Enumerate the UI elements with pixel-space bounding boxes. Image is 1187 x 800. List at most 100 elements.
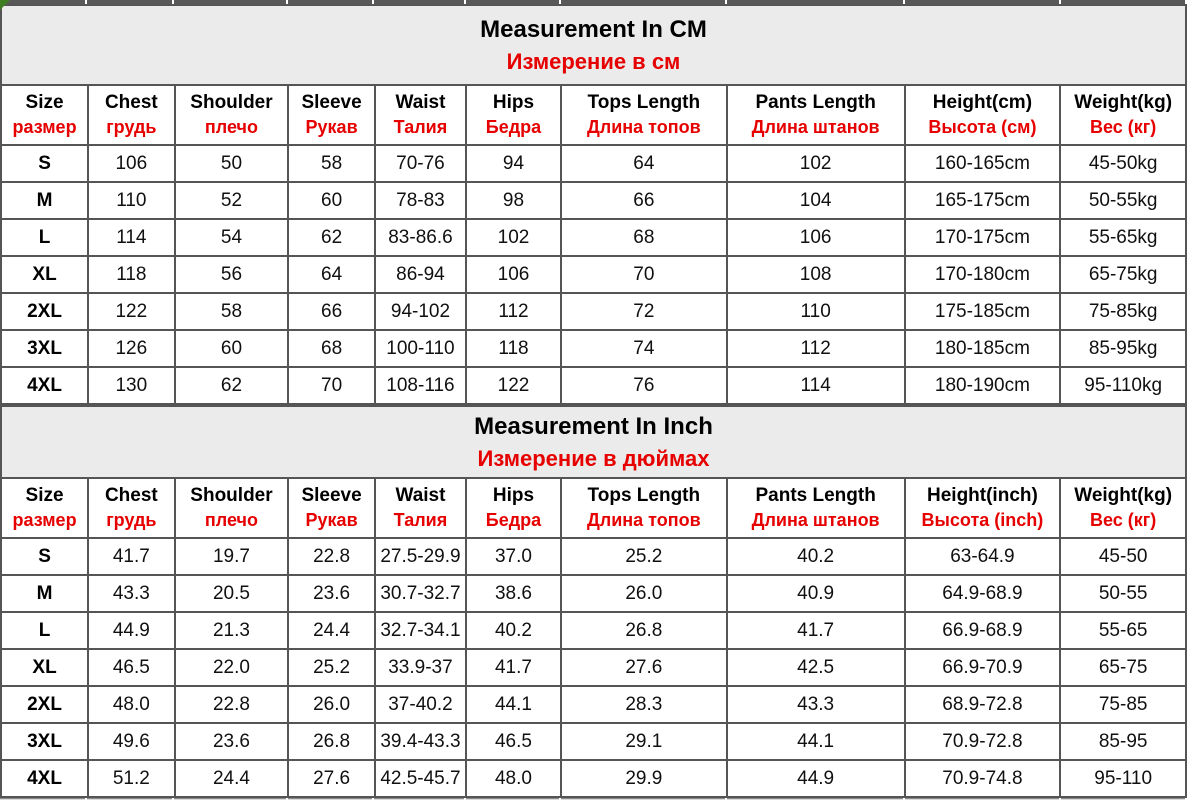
column-header: Hips Бедра (465, 477, 562, 539)
value-cell: 108 (725, 255, 906, 294)
value-cell: 102 (725, 144, 906, 183)
edge-cell-fragment (726, 0, 904, 4)
column-header-ru: Длина топов (586, 509, 701, 530)
edge-cell-fragment (560, 798, 725, 800)
value-cell: 112 (465, 292, 562, 331)
value-cell: 22.8 (287, 537, 376, 576)
column-header: Height(inch) Высота (inch) (903, 477, 1062, 539)
column-header-row: Size размер Chest грудь Shoulder плечо Sleeve Р… (0, 477, 1187, 539)
edge-cell-fragment (173, 0, 286, 4)
edge-cell-fragment (1061, 0, 1185, 4)
value-cell: 70-76 (373, 144, 468, 183)
value-cell: 98 (465, 181, 562, 220)
value-cell: 74 (559, 329, 728, 368)
column-header: Tops Length Длина топов (559, 84, 728, 146)
value-cell: 180-185cm (903, 329, 1062, 368)
edge-cell-fragment (0, 0, 86, 4)
value-cell: 68.9-72.8 (903, 685, 1062, 724)
value-cell: 40.2 (465, 611, 562, 650)
value-cell: 24.4 (287, 611, 376, 650)
column-header: Hips Бедра (465, 84, 562, 146)
value-cell: 122 (87, 292, 176, 331)
value-cell: 63-64.9 (903, 537, 1062, 576)
value-cell: 40.2 (725, 537, 906, 576)
value-cell: 62 (173, 366, 290, 405)
value-cell: 44.1 (465, 685, 562, 724)
column-header-ru: Вес (кг) (1090, 116, 1157, 137)
edge-cell-fragment (87, 0, 172, 4)
column-header-ru: Талия (393, 116, 448, 137)
column-header-en: Hips (492, 484, 535, 506)
value-cell: 28.3 (559, 685, 728, 724)
column-header: Chest грудь (87, 477, 176, 539)
section-title-cell: Measurement In Inch Измерение в дюймах (0, 405, 1187, 479)
column-header-en: Tops Length (587, 91, 701, 113)
value-cell: 27.6 (559, 648, 728, 687)
section-title-ru: Измерение в см (506, 48, 681, 74)
value-cell: 110 (87, 181, 176, 220)
column-header-en: Shoulder (190, 484, 273, 506)
edge-cell-fragment (87, 798, 172, 800)
value-cell: 44.1 (725, 722, 906, 761)
size-cell: S (0, 144, 90, 183)
column-header-ru: плечо (204, 116, 258, 137)
column-header-ru: Рукав (305, 116, 358, 137)
value-cell: 50-55 (1059, 574, 1187, 613)
edge-cell-fragment (287, 798, 373, 800)
edge-cell-fragment (0, 798, 86, 800)
value-cell: 55-65 (1059, 611, 1187, 650)
edge-cell-fragment (905, 0, 1060, 4)
column-header-row: Size размер Chest грудь Shoulder плечо Sleeve Р… (0, 84, 1187, 146)
column-header-ru: Рукав (305, 509, 358, 530)
value-cell: 75-85kg (1059, 292, 1187, 331)
value-cell: 40.9 (725, 574, 906, 613)
value-cell: 45-50 (1059, 537, 1187, 576)
column-header-ru: плечо (204, 509, 258, 530)
column-header-en: Pants Length (755, 91, 876, 113)
size-cell: M (0, 574, 90, 613)
value-cell: 110 (725, 292, 906, 331)
value-cell: 114 (725, 366, 906, 405)
table-row: 3XL 49.6 23.6 26.8 39.4-43.3 46.5 29.1 44.1 70.9… (0, 722, 1187, 761)
table-row: S 41.7 19.7 22.8 27.5-29.9 37.0 25.2 40.2 63-64.… (0, 537, 1187, 576)
value-cell: 21.3 (173, 611, 290, 650)
value-cell: 118 (87, 255, 176, 294)
column-header: Weight(kg) Вес (кг) (1059, 477, 1187, 539)
bottom-edge-cell-strip (0, 798, 1187, 800)
edge-cell-fragment (465, 798, 559, 800)
edge-cell-fragment (560, 0, 725, 4)
table-row: M 43.3 20.5 23.6 30.7-32.7 38.6 26.0 40.9 64.9-6… (0, 574, 1187, 613)
column-header-en: Tops Length (587, 484, 701, 506)
column-header-en: Chest (104, 484, 158, 506)
section-title-en: Measurement In Inch (474, 412, 713, 440)
table-row: XL 118 56 64 86-94 106 70 108 170-180cm 65-75kg (0, 255, 1187, 294)
value-cell: 42.5 (725, 648, 906, 687)
size-cell: XL (0, 648, 90, 687)
size-cell: 3XL (0, 722, 90, 761)
value-cell: 66.9-68.9 (903, 611, 1062, 650)
value-cell: 26.8 (559, 611, 728, 650)
section-title-row: Measurement In Inch Измерение в дюймах (0, 405, 1187, 479)
value-cell: 43.3 (87, 574, 176, 613)
table-row: S 106 50 58 70-76 94 64 102 160-165cm 45-50kg (0, 144, 1187, 183)
value-cell: 22.8 (173, 685, 290, 724)
cm-measurement-table: Measurement In CM Измерение в см Size разме… (0, 4, 1187, 405)
value-cell: 65-75kg (1059, 255, 1187, 294)
value-cell: 100-110 (373, 329, 468, 368)
value-cell: 95-110kg (1059, 366, 1187, 405)
column-header-en: Sleeve (301, 91, 362, 113)
value-cell: 44.9 (87, 611, 176, 650)
value-cell: 60 (287, 181, 376, 220)
value-cell: 68 (287, 329, 376, 368)
column-header-en: Pants Length (755, 484, 876, 506)
value-cell: 66 (287, 292, 376, 331)
value-cell: 24.4 (173, 759, 290, 798)
value-cell: 22.0 (173, 648, 290, 687)
column-header: Pants Length Длина штанов (725, 477, 906, 539)
value-cell: 60 (173, 329, 290, 368)
column-header-ru: Длина штанов (751, 509, 880, 530)
value-cell: 45-50kg (1059, 144, 1187, 183)
edge-cell-fragment (465, 0, 559, 4)
value-cell: 44.9 (725, 759, 906, 798)
value-cell: 104 (725, 181, 906, 220)
